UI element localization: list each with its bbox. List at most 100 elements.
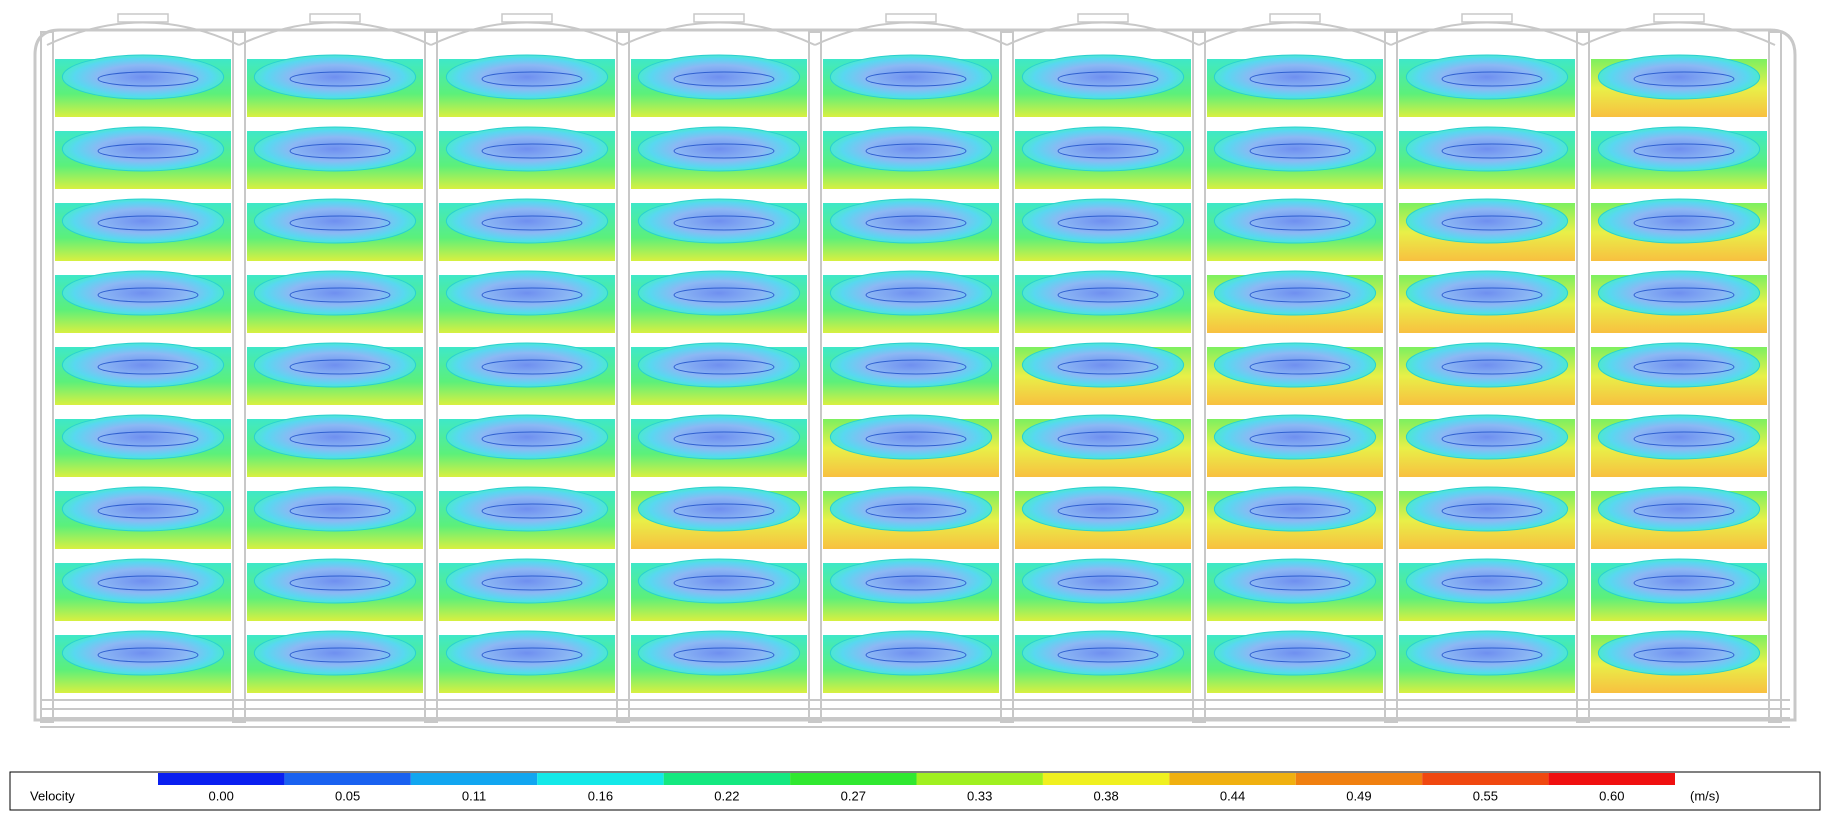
vortex [1021, 54, 1185, 100]
color-bar: 0.00 0.05 0.11 0.16 0.22 0.27 0.33 0.38 0.44 0.49… [158, 773, 1675, 803]
vortex [253, 126, 417, 172]
tick-label: 0.55 [1473, 788, 1498, 803]
vortex-core [1633, 215, 1735, 231]
vortex-core [97, 143, 199, 159]
vortex [1213, 198, 1377, 244]
vortex [829, 486, 993, 532]
vortex [61, 630, 225, 676]
vortex-core [481, 215, 583, 231]
vortex-core [481, 359, 583, 375]
vortex-core [1441, 575, 1543, 591]
vortex-core [1633, 431, 1735, 447]
vortex [1405, 198, 1569, 244]
vortex [445, 270, 609, 316]
vortex-core [673, 647, 775, 663]
vortex [253, 54, 417, 100]
vortex [1021, 198, 1185, 244]
vortex-core [481, 575, 583, 591]
column-post [232, 31, 246, 723]
vortex-core [1249, 575, 1351, 591]
vortex [829, 342, 993, 388]
vortex [1213, 54, 1377, 100]
vortex [253, 414, 417, 460]
vortex [1213, 270, 1377, 316]
vortex [445, 486, 609, 532]
vortex-core [289, 71, 391, 87]
tick-label: 0.27 [841, 788, 866, 803]
roof-vent [693, 13, 745, 23]
roof-vent [1269, 13, 1321, 23]
vortex-core [481, 287, 583, 303]
vortex [445, 558, 609, 604]
legend-label: Velocity [30, 788, 75, 803]
outline [33, 28, 1797, 722]
vortex-core [1249, 431, 1351, 447]
vortex-core [865, 503, 967, 519]
vortex [61, 558, 225, 604]
vortex-core [673, 431, 775, 447]
vortex [445, 54, 609, 100]
vortex-core [1249, 143, 1351, 159]
vortex-core [1249, 71, 1351, 87]
color-swatch [1548, 773, 1675, 785]
vortex [445, 342, 609, 388]
vortex [61, 342, 225, 388]
vortex [1597, 270, 1761, 316]
roof-arch [814, 21, 1008, 46]
roof-vent [117, 13, 169, 23]
column-post [808, 31, 822, 723]
vortex [61, 126, 225, 172]
vortex [637, 486, 801, 532]
tick-label: 0.49 [1346, 788, 1371, 803]
vortex-core [289, 431, 391, 447]
tick-label: 0.44 [1220, 788, 1245, 803]
roof-vent [309, 13, 361, 23]
roof-arch [46, 21, 240, 46]
tick-label: 0.16 [588, 788, 613, 803]
vortex-core [1441, 143, 1543, 159]
vortex [1405, 126, 1569, 172]
vortex-core [289, 143, 391, 159]
vortex [1405, 414, 1569, 460]
vortex [829, 558, 993, 604]
vortex [253, 198, 417, 244]
roof-arch [1198, 21, 1392, 46]
vortex-core [1633, 575, 1735, 591]
vortex-core [865, 143, 967, 159]
vortex [1021, 414, 1185, 460]
color-swatch [663, 773, 791, 785]
vortex-core [1057, 647, 1159, 663]
roof-arch [238, 21, 432, 46]
vortex-core [1633, 647, 1735, 663]
vortex-core [97, 575, 199, 591]
vortex-core [1633, 287, 1735, 303]
vortex-core [1633, 359, 1735, 375]
vortex [637, 126, 801, 172]
vortex-core [97, 287, 199, 303]
vortex-core [865, 215, 967, 231]
vortex [1597, 54, 1761, 100]
vortex-core [1633, 71, 1735, 87]
vortex [829, 270, 993, 316]
vortex-core [673, 215, 775, 231]
roof-vent [1653, 13, 1705, 23]
vortex-core [481, 647, 583, 663]
vortex [1213, 126, 1377, 172]
vortex-core [289, 287, 391, 303]
column-post [616, 31, 630, 723]
vortex-core [97, 647, 199, 663]
vortex [445, 414, 609, 460]
vortex-core [865, 287, 967, 303]
vortex-core [1057, 71, 1159, 87]
tick-label: 0.38 [1093, 788, 1118, 803]
vortex-core [1441, 71, 1543, 87]
column-post [1576, 31, 1590, 723]
vortex-core [865, 71, 967, 87]
vortex-core [481, 143, 583, 159]
vortex-core [1441, 503, 1543, 519]
column-post [1000, 31, 1014, 723]
vortex-core [1441, 431, 1543, 447]
vortex-core [1441, 215, 1543, 231]
